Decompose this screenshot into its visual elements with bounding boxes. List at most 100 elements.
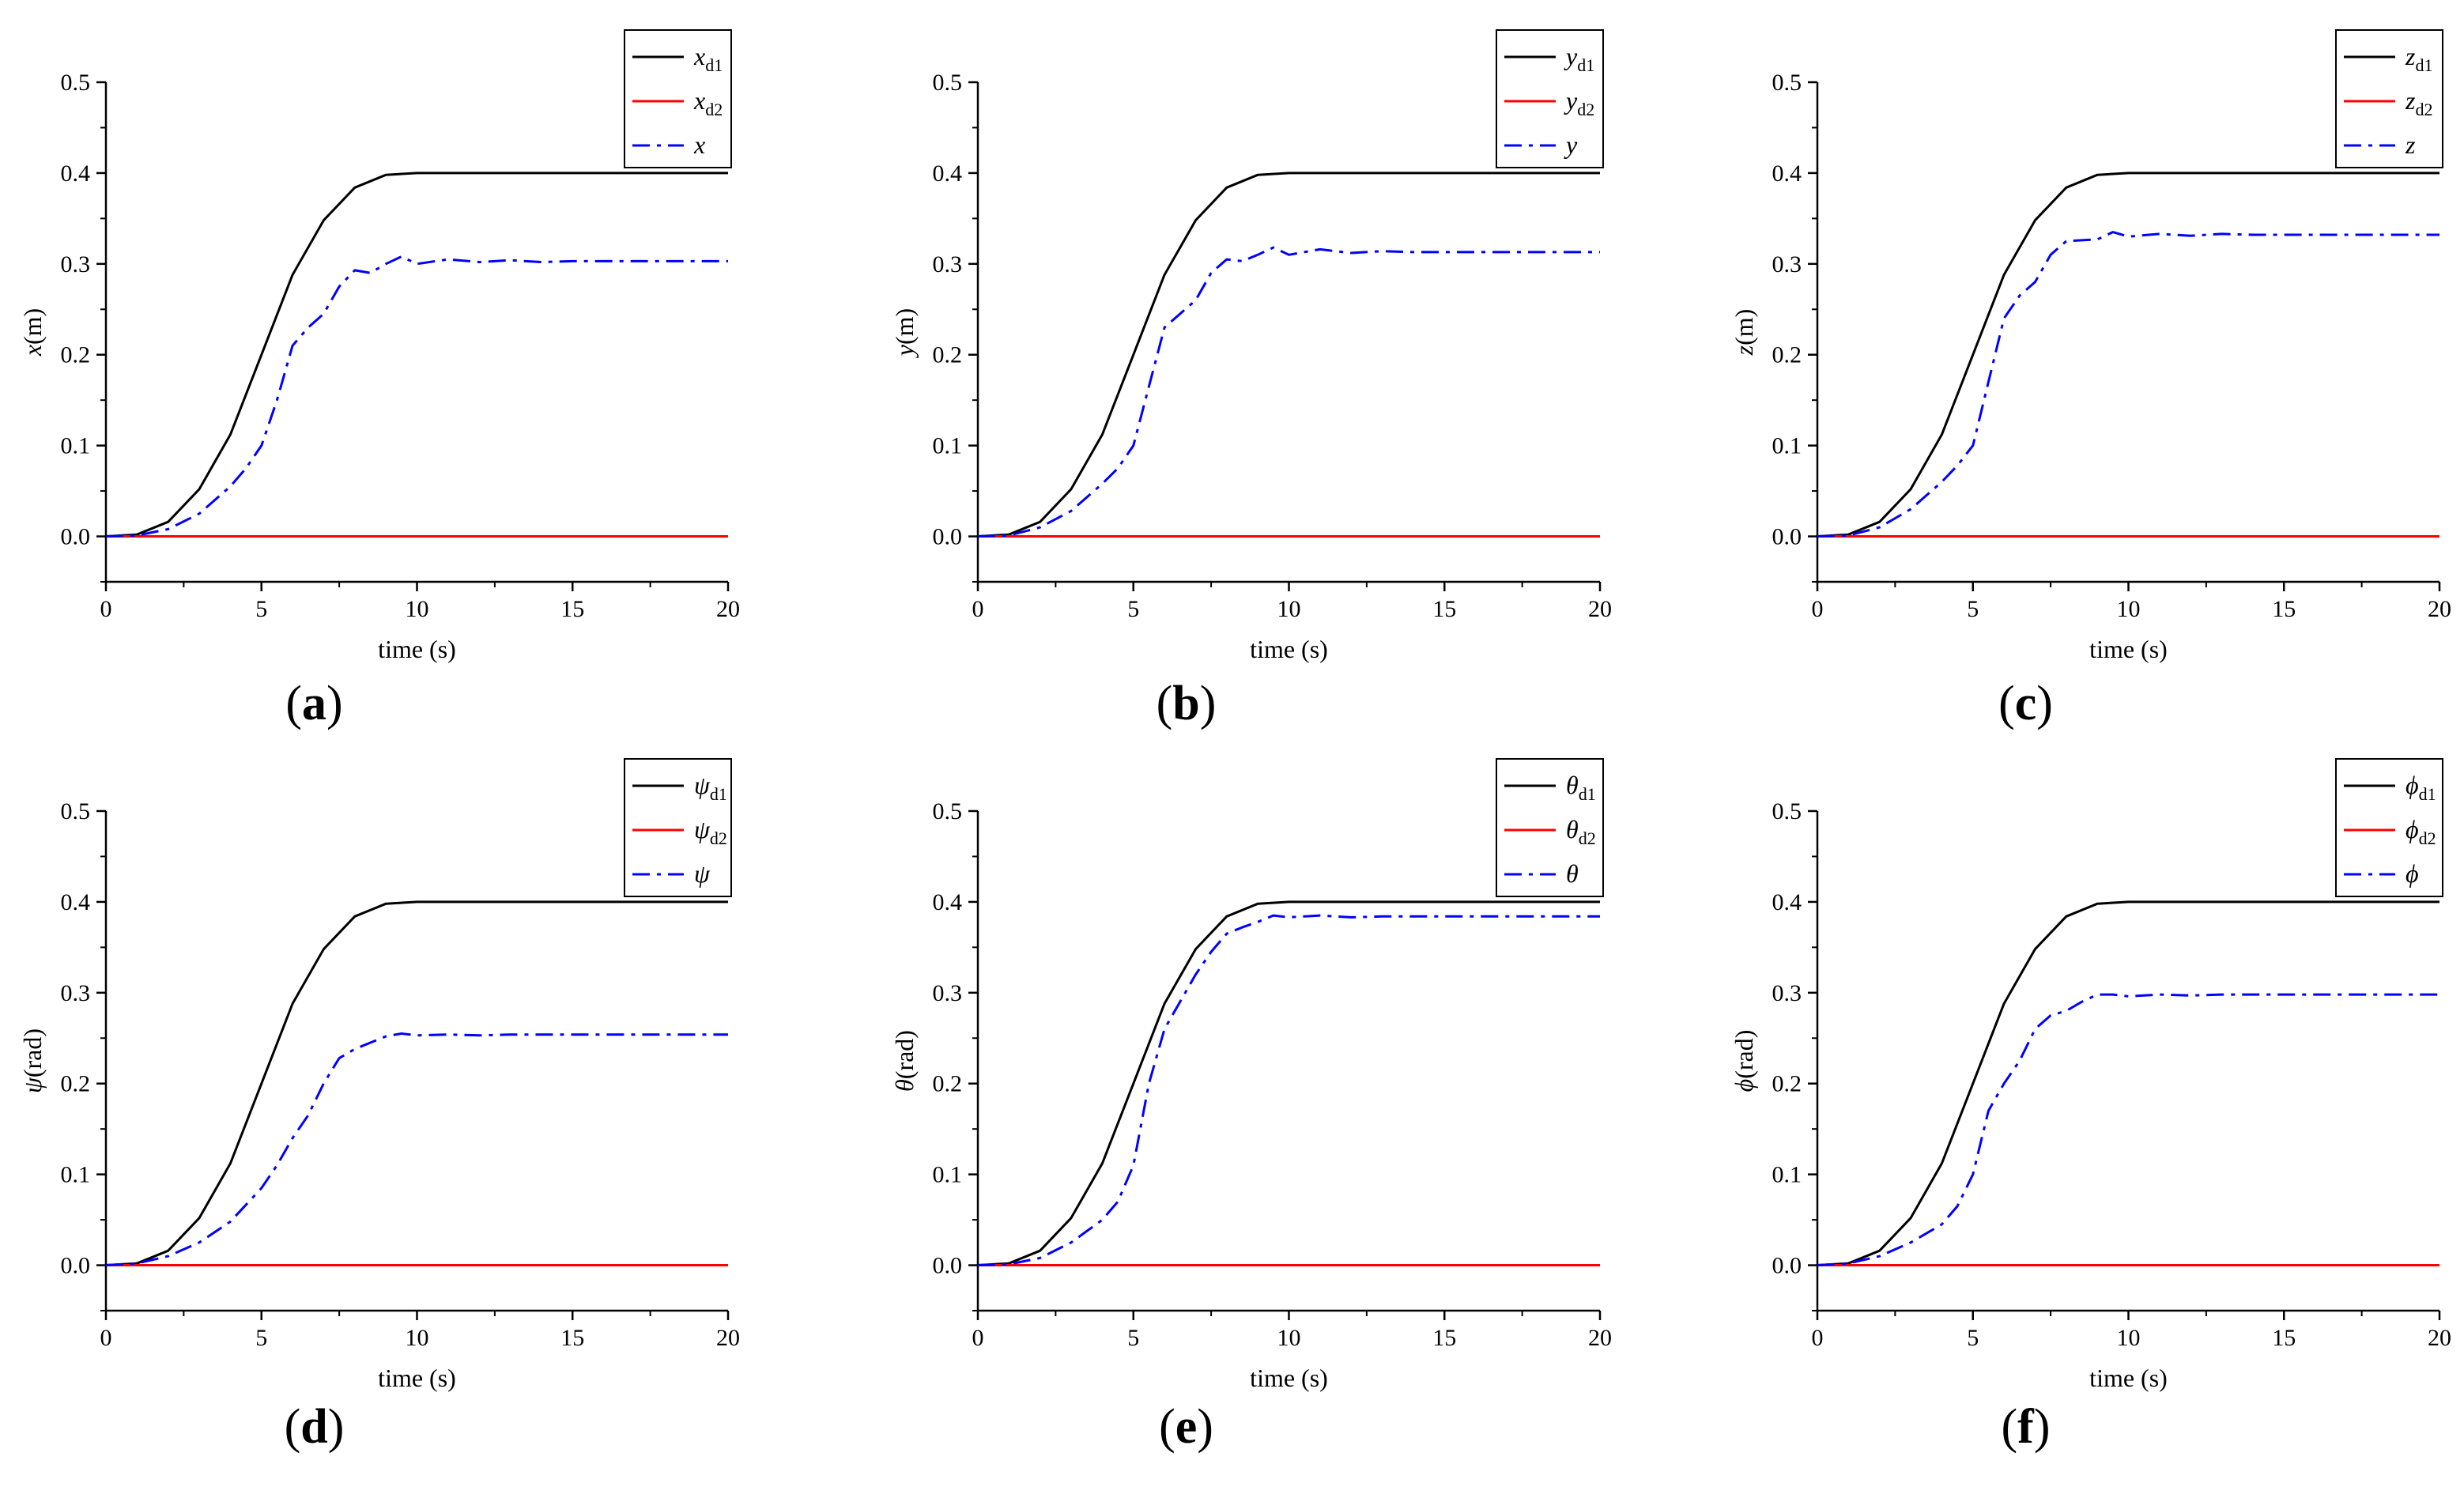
legend-entry: ψd1 bbox=[694, 771, 727, 804]
legend-entry: zd2 bbox=[2405, 86, 2432, 119]
y-tick-label: 0.5 bbox=[933, 798, 963, 824]
legend-entry: θd2 bbox=[1566, 815, 1596, 848]
panel-label-open: ( bbox=[1998, 677, 2015, 730]
panel-label-close: ) bbox=[2034, 1400, 2051, 1454]
x-tick-label: 15 bbox=[2272, 596, 2296, 622]
legend-entry: yd2 bbox=[1564, 86, 1594, 119]
y-axis-unit: (rad) bbox=[890, 1030, 919, 1079]
panel-label-close: ) bbox=[326, 677, 343, 730]
y-tick-label: 0.1 bbox=[933, 1162, 963, 1188]
y-tick-label: 0.1 bbox=[1772, 1162, 1802, 1188]
x-tick-label: 15 bbox=[1432, 1325, 1456, 1351]
legend-entry: x bbox=[693, 130, 705, 159]
legend-entry: ψd2 bbox=[694, 815, 727, 848]
legend-var: y bbox=[1564, 86, 1578, 115]
legend-sub: d1 bbox=[1577, 55, 1594, 75]
x-tick-label: 20 bbox=[2428, 596, 2451, 622]
panel-label-open: ( bbox=[285, 677, 302, 730]
x-tick-label: 15 bbox=[1432, 596, 1456, 622]
legend-var: z bbox=[2405, 130, 2416, 159]
y-axis-label: y(m) bbox=[890, 308, 919, 358]
panel-label-letter: b bbox=[1172, 677, 1199, 730]
y-tick-label: 0.4 bbox=[933, 889, 963, 915]
legend-sub: d2 bbox=[2419, 828, 2436, 848]
panel-label-close: ) bbox=[1200, 677, 1217, 730]
y-axis-var: ϕ bbox=[1730, 1079, 1758, 1092]
y-tick-label: 0.3 bbox=[1772, 251, 1802, 277]
x-axis-label: time (s) bbox=[378, 635, 456, 663]
y-tick-label: 0.1 bbox=[1772, 433, 1802, 459]
x-tick-label: 0 bbox=[100, 1325, 112, 1351]
y-axis-var: x bbox=[18, 345, 47, 357]
legend-box bbox=[1496, 29, 1604, 168]
legend-sub: d2 bbox=[1579, 828, 1596, 848]
y-tick-label: 0.4 bbox=[933, 160, 963, 187]
x-tick-label: 0 bbox=[1812, 1325, 1824, 1351]
x-tick-label: 5 bbox=[1967, 596, 1979, 622]
legend-box bbox=[2335, 758, 2443, 897]
x-tick-label: 10 bbox=[406, 1325, 429, 1351]
legend-sub: d2 bbox=[710, 828, 727, 848]
legend-var: x bbox=[693, 130, 705, 159]
x-tick-label: 5 bbox=[1127, 596, 1139, 622]
legend-var: ϕ bbox=[2406, 815, 2419, 843]
y-tick-label: 0.3 bbox=[933, 980, 963, 1006]
legend-box bbox=[2335, 29, 2443, 168]
legend-sub: d1 bbox=[2415, 55, 2432, 75]
y-tick-label: 0.2 bbox=[1772, 1071, 1802, 1097]
series-line-ψ bbox=[105, 1032, 728, 1266]
panel-label-open: ( bbox=[285, 1400, 301, 1454]
series-line-x bbox=[105, 255, 728, 538]
panel-label-open: ( bbox=[2002, 1400, 2018, 1454]
panel-label-letter: e bbox=[1175, 1400, 1198, 1454]
legend-sub: d2 bbox=[2415, 100, 2432, 119]
x-tick-label: 20 bbox=[1588, 1325, 1612, 1351]
y-axis-unit: (m) bbox=[18, 308, 47, 345]
legend-entry: zd1 bbox=[2405, 42, 2432, 75]
series-line-θ bbox=[977, 914, 1600, 1266]
y-axis-unit: (rad) bbox=[1730, 1030, 1758, 1079]
legend-var: ψ bbox=[694, 815, 711, 843]
y-tick-label: 0.1 bbox=[933, 433, 963, 459]
legend-var: y bbox=[1564, 42, 1578, 70]
x-tick-label: 0 bbox=[972, 1325, 984, 1351]
panel-label-close: ) bbox=[2036, 677, 2053, 730]
legend-var: ψ bbox=[694, 859, 711, 888]
y-tick-label: 0.3 bbox=[61, 980, 91, 1006]
panel-label-close: ) bbox=[1197, 1400, 1213, 1454]
y-axis-label: ψ(rad) bbox=[18, 1028, 47, 1093]
x-axis-label: time (s) bbox=[378, 1364, 456, 1392]
legend-sub: d1 bbox=[710, 784, 727, 804]
y-axis-var: y bbox=[890, 344, 919, 358]
y-tick-label: 0.2 bbox=[61, 342, 91, 368]
series-line-y_d1 bbox=[977, 172, 1600, 538]
series-line-y bbox=[977, 246, 1600, 538]
panel-label-letter: f bbox=[2017, 1400, 2035, 1454]
y-axis-label: θ(rad) bbox=[890, 1030, 919, 1092]
panel-label-letter: c bbox=[2015, 677, 2037, 730]
legend-box bbox=[1496, 758, 1604, 897]
y-tick-label: 0.2 bbox=[61, 1071, 91, 1097]
x-tick-label: 15 bbox=[2272, 1325, 2296, 1351]
y-axis-label: z(m) bbox=[1730, 309, 1758, 357]
legend-entry: ϕd1 bbox=[2406, 771, 2436, 804]
y-tick-label: 0.5 bbox=[61, 70, 91, 96]
y-tick-label: 0.0 bbox=[933, 1253, 963, 1279]
panel-label-open: ( bbox=[1157, 677, 1173, 730]
legend-sub: d1 bbox=[1579, 784, 1596, 804]
legend-var: θ bbox=[1566, 815, 1579, 843]
x-tick-label: 10 bbox=[1277, 1325, 1301, 1351]
y-tick-label: 0.0 bbox=[61, 524, 91, 550]
y-axis-unit: (rad) bbox=[18, 1028, 47, 1077]
panel-label-letter: d bbox=[300, 1400, 327, 1454]
x-axis-label: time (s) bbox=[1250, 1364, 1328, 1392]
x-tick-label: 20 bbox=[716, 596, 740, 622]
legend-var: z bbox=[2405, 86, 2416, 115]
x-tick-label: 0 bbox=[100, 596, 112, 622]
legend-entry: y bbox=[1564, 130, 1578, 159]
y-tick-label: 0.4 bbox=[1772, 889, 1802, 915]
